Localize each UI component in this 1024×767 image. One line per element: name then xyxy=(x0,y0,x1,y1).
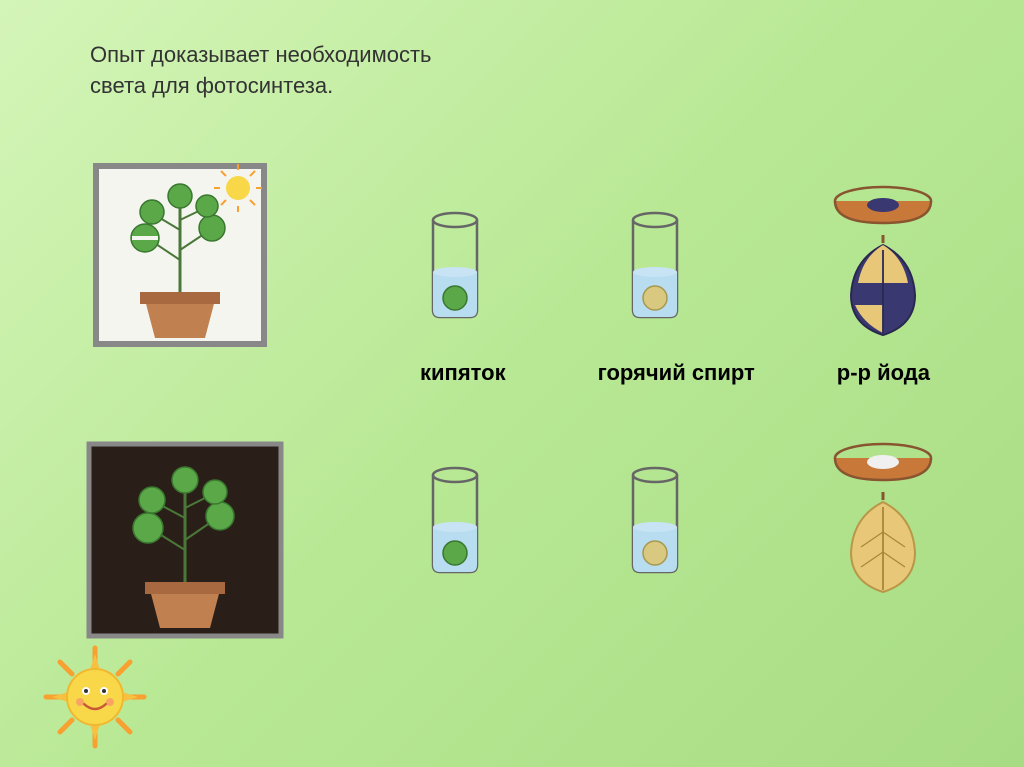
beaker-dark-alcohol xyxy=(625,465,685,575)
desc-line-1: Опыт доказывает необходимость xyxy=(90,40,431,71)
label-alcohol: горячий спирт xyxy=(598,360,755,386)
desc-line-2: света для фотосинтеза. xyxy=(90,71,431,102)
step-labels: кипяток горячий спирт р-р йода xyxy=(400,360,960,386)
result-dark-iodine xyxy=(828,440,928,605)
beaker-light-alcohol xyxy=(625,210,685,320)
beaker-light-boiling xyxy=(425,210,485,320)
label-boiling: кипяток xyxy=(420,360,506,386)
result-light-iodine xyxy=(828,183,928,348)
label-iodine: р-р йода xyxy=(837,360,930,386)
plant-dark-panel xyxy=(85,440,285,640)
beaker-dark-boiling xyxy=(425,465,485,575)
experiment-description: Опыт доказывает необходимость света для … xyxy=(90,40,431,102)
sun-decor-icon xyxy=(40,642,150,757)
plant-light-panel xyxy=(90,160,270,350)
